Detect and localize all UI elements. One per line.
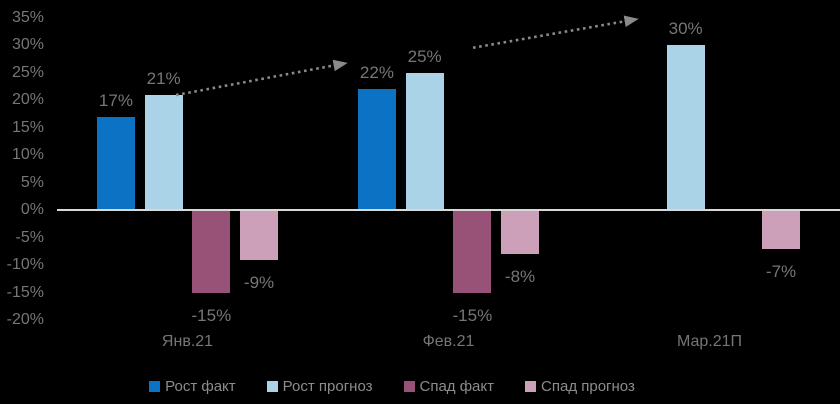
y-axis-tick-label: 20% [11,91,44,108]
legend-label: Спад факт [419,377,495,395]
legend-swatch [525,380,537,392]
bar-2-0 [192,210,231,293]
y-axis-tick-label: 5% [20,173,44,191]
value-label: 25% [407,46,442,66]
legend: Рост факт Рост прогноз Спад факт Спад прогн… [0,377,784,395]
y-axis-tick-label: 10% [11,146,44,163]
bar-3-2 [762,210,801,249]
y-axis-tick-label: 30% [11,36,44,53]
y-axis-tick-label: 25% [11,63,44,81]
value-label: -15% [191,305,232,325]
x-axis-category-label: Мар.21П [676,333,743,350]
value-label: -8% [504,267,536,286]
bar-1-1 [405,72,444,210]
value-label: 22% [359,63,394,82]
bar-3-1 [501,210,540,254]
y-axis-tick-label: 35% [11,8,44,26]
y-axis-tick-label: 0% [20,201,44,218]
legend-item: Спад прогноз [525,378,635,395]
legend-label: Спад прогноз [541,377,635,395]
trend-arrow [472,15,639,50]
y-axis-tick-label: -10% [6,256,44,273]
value-label: 30% [668,19,703,38]
bar-0-1 [357,89,396,210]
legend-item: Спад факт [403,377,495,395]
legend-label: Рост факт [165,377,236,395]
value-label: 17% [98,90,133,110]
bar-1-0 [144,94,183,210]
legend-label: Рост прогноз [282,377,373,395]
x-axis-category-label: Янв.21 [161,333,214,350]
legend-item: Рост прогноз [266,377,373,395]
value-label: -15% [452,305,493,325]
y-axis-tick-label: -15% [6,283,44,301]
legend-swatch [149,380,161,392]
x-axis-category-label: Фев.21 [422,333,475,350]
y-axis-tick-label: -20% [6,311,44,328]
bar-3-0 [240,210,279,260]
trend-arrow [175,59,348,97]
legend-swatch [403,380,415,392]
y-axis-tick-label: 15% [11,118,44,136]
y-axis-tick-label: -5% [15,228,44,246]
bar-1-2 [666,45,705,210]
value-label: 21% [146,68,181,88]
legend-item: Рост факт [149,378,236,395]
bar-2-1 [453,210,492,293]
legend-swatch [266,380,278,392]
bar-0-0 [96,116,135,210]
value-label: -7% [765,261,797,281]
value-label: -9% [243,272,275,292]
zero-axis-line [57,209,840,211]
